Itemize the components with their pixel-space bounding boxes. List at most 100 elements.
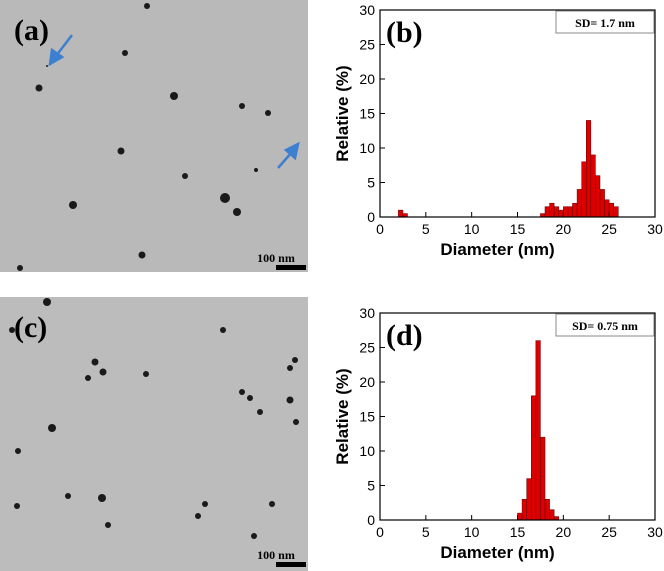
bar: [549, 509, 555, 521]
scale-bar-label: 100 nm: [257, 548, 295, 562]
bar: [581, 161, 587, 218]
particle: [170, 92, 178, 100]
particle: [220, 327, 226, 333]
particle: [48, 424, 56, 432]
bar: [549, 202, 555, 218]
bar: [590, 154, 596, 218]
tem-image: [0, 0, 308, 272]
x-tick-label: 30: [647, 221, 663, 237]
x-tick-label: 25: [601, 221, 617, 237]
bar: [567, 206, 573, 218]
annotation: SD= 0.75 nm: [572, 319, 638, 333]
particle: [239, 389, 245, 395]
bar: [558, 209, 564, 218]
particle: [292, 357, 298, 363]
particle: [239, 103, 245, 109]
panel-label: (b): [386, 16, 423, 49]
arrow-head: [48, 47, 65, 67]
scale-bar-label: 100 nm: [257, 251, 295, 265]
arrows: [48, 34, 300, 169]
particle: [69, 201, 77, 209]
x-tick-label: 30: [647, 524, 663, 540]
bar: [535, 340, 541, 521]
bar: [595, 175, 601, 218]
particle: [254, 168, 258, 172]
particle: [9, 327, 15, 333]
y-tick-label: 10: [359, 443, 375, 459]
particle: [293, 419, 299, 425]
particle: [122, 50, 128, 56]
bar: [544, 499, 550, 521]
bar: [544, 206, 550, 218]
bar: [553, 206, 560, 218]
y-tick-label: 5: [367, 175, 375, 191]
y-tick-label: 30: [359, 305, 375, 321]
bar: [517, 512, 523, 521]
particle: [144, 3, 150, 9]
x-tick-label: 20: [556, 221, 572, 237]
x-tick-label: 5: [422, 221, 430, 237]
x-tick-label: 0: [376, 524, 384, 540]
panel-label: (a): [14, 14, 49, 47]
annotation-box: [555, 10, 655, 34]
particle: [286, 396, 294, 404]
scale-bar: [276, 562, 306, 567]
particle: [98, 494, 106, 502]
particle: [15, 448, 21, 454]
x-axis-title: Diameter (nm): [440, 240, 554, 259]
bar: [604, 199, 610, 218]
x-tick-label: 25: [601, 524, 617, 540]
particle: [195, 513, 201, 519]
particle: [99, 368, 107, 376]
particle: [117, 147, 125, 155]
particle: [138, 251, 146, 259]
particle: [105, 522, 111, 528]
y-tick-label: 0: [367, 209, 375, 225]
x-tick-label: 15: [510, 524, 526, 540]
particle: [17, 265, 23, 271]
arrow-head: [283, 141, 300, 161]
x-axis-title: Diameter (nm): [440, 543, 554, 562]
x-tick-label: 20: [556, 524, 572, 540]
annotation-box: [555, 313, 655, 337]
bar: [521, 499, 527, 521]
bar: [526, 478, 532, 521]
y-tick-label: 15: [359, 409, 375, 425]
scale-bar: [276, 265, 306, 270]
bar: [398, 209, 404, 218]
bar: [563, 206, 569, 218]
y-tick-label: 5: [367, 478, 375, 494]
y-tick-label: 15: [359, 106, 375, 122]
y-tick-label: 20: [359, 71, 375, 87]
y-tick-label: 20: [359, 374, 375, 390]
particle: [257, 409, 263, 415]
bar: [572, 202, 578, 218]
y-axis-title: Relative (%): [333, 65, 352, 161]
particle: [287, 365, 293, 371]
x-tick-label: 10: [464, 524, 480, 540]
bar: [531, 395, 537, 521]
panel-label: (c): [14, 311, 47, 344]
arrow: [55, 34, 73, 57]
particle: [14, 503, 20, 509]
bar: [540, 436, 546, 521]
y-tick-label: 25: [359, 340, 375, 356]
y-tick-label: 0: [367, 512, 375, 528]
x-tick-label: 10: [464, 221, 480, 237]
y-axis-title: Relative (%): [333, 368, 352, 464]
particle: [220, 193, 230, 203]
particle: [265, 110, 271, 116]
particle: [65, 493, 71, 499]
bar: [586, 120, 592, 218]
bar: [599, 189, 605, 218]
particle: [182, 173, 188, 179]
particle: [91, 358, 99, 366]
particle: [46, 65, 48, 67]
particle: [247, 395, 253, 401]
tem-image: [0, 297, 308, 571]
bar: [608, 202, 615, 218]
y-tick-label: 25: [359, 37, 375, 53]
bar: [576, 189, 582, 218]
bar: [613, 206, 619, 218]
